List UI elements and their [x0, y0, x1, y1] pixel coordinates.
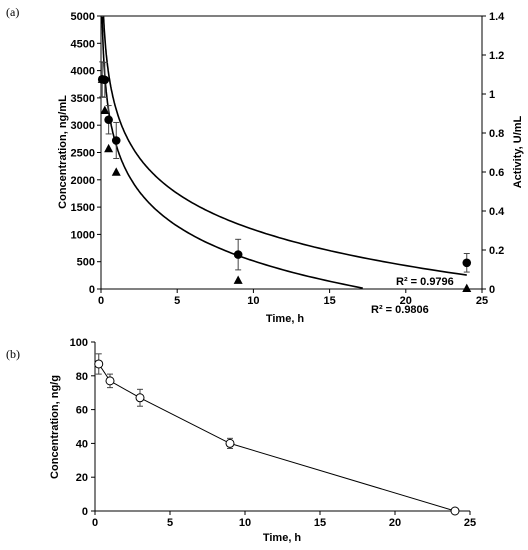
data-point-triangle [233, 275, 243, 284]
x-axis-label-a: Time, h [266, 313, 305, 325]
data-point-open-circle [94, 359, 104, 369]
y2-tick-label-a: 0.6 [489, 167, 504, 179]
y-axis-label-a: Concentration, ng/mL [57, 95, 69, 209]
data-point-triangle [111, 167, 121, 176]
r2-label-circles: R² = 0.9796 [396, 276, 454, 288]
data-point-circle [111, 136, 121, 145]
data-point-triangle [97, 74, 107, 83]
panel-label-a: (a) [6, 5, 19, 19]
y-tick-label-b: 80 [76, 371, 88, 383]
fit-curve-circles [102, 16, 467, 276]
y-tick-label-b: 0 [82, 506, 88, 518]
x-tick-label-b: 20 [389, 517, 401, 529]
y2-tick-label-a: 0.4 [489, 206, 505, 218]
chart-a: (a) 0 5 10 15 20 2505001000150020002500300035… [6, 5, 524, 325]
fit-curves-a [101, 16, 467, 289]
y2-tick-label-a: 1 [489, 89, 495, 101]
y-tick-label-a: 2000 [71, 175, 95, 187]
data-point-open-circle [135, 393, 145, 403]
y-tick-label-a: 4000 [71, 66, 95, 78]
y2-tick-label-a: 0.2 [489, 245, 504, 257]
y-tick-label-b: 20 [76, 472, 88, 484]
y-tick-label-a: 500 [77, 257, 95, 269]
x-tick-label-a: 5 [174, 295, 180, 307]
series-line-b-path [98, 363, 456, 512]
data-point-open-circle [450, 506, 460, 516]
y2-tick-label-a: 0 [489, 284, 495, 296]
y-tick-label-a: 1500 [71, 202, 95, 214]
panel-label-b: (b) [6, 347, 20, 361]
data-point-circle [462, 258, 472, 268]
y2-tick-label-a: 1.4 [489, 11, 505, 23]
x-tick-label-b: 25 [464, 517, 476, 529]
y2-tick-label-a: 1.2 [489, 50, 504, 62]
y-tick-label-a: 3000 [71, 120, 95, 132]
y-tick-label-a: 5000 [71, 11, 95, 23]
y-tick-label-a: 4500 [71, 38, 95, 50]
axes-b: 0 5 10 15 20 25 0 20 40 60 80 100 [70, 337, 476, 529]
r2-label-triangles: R² = 0.9806 [371, 304, 429, 316]
plot-frame-a [100, 15, 483, 290]
x-tick-label-b: 10 [239, 517, 251, 529]
data-point-triangle [100, 105, 110, 115]
series-line-b [98, 363, 456, 512]
axes-a: 0 5 10 15 20 25050010001500200025003000350040… [71, 11, 506, 307]
data-point-circle [104, 115, 113, 125]
y-axis-label-b: Concentration, ng/g [49, 375, 61, 479]
data-point-triangle [462, 283, 472, 293]
y-tick-label-b: 100 [70, 337, 88, 349]
fit-curve-triangles [101, 16, 363, 289]
y-tick-label-a: 2500 [71, 148, 95, 160]
y-tick-label-b: 40 [76, 438, 88, 450]
markers-a [97, 61, 472, 293]
x-tick-label-a: 15 [323, 295, 335, 307]
data-point-circle [233, 250, 243, 259]
x-tick-label-a: 0 [98, 295, 104, 307]
x-tick-label-b: 15 [314, 517, 326, 529]
y2-axis-label-a: Activity, U/mL [512, 115, 524, 188]
y2-tick-label-a: 0.8 [489, 128, 504, 140]
data-point-triangle [104, 143, 114, 153]
y-tick-label-a: 3500 [71, 93, 95, 105]
data-point-open-circle [225, 438, 235, 448]
x-tick-label-b: 0 [92, 517, 98, 529]
x-axis-label-b: Time, h [263, 532, 302, 544]
markers-b [94, 353, 460, 516]
x-tick-label-b: 5 [167, 517, 173, 529]
y-tick-label-a: 1000 [71, 229, 95, 241]
y-tick-label-a: 0 [89, 284, 95, 296]
data-point-open-circle [105, 376, 115, 386]
x-tick-label-a: 25 [476, 295, 488, 307]
chart-b: (b) 0 5 10 15 20 25 0 20 40 60 80 100 Time, h Conce… [6, 337, 476, 544]
x-tick-label-a: 20 [400, 295, 412, 307]
y-tick-label-b: 60 [76, 405, 88, 417]
x-tick-label-a: 10 [247, 295, 259, 307]
